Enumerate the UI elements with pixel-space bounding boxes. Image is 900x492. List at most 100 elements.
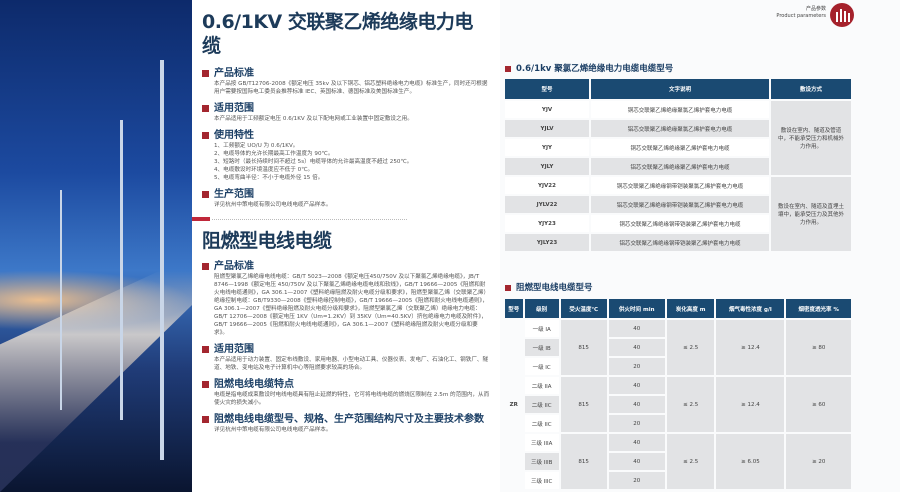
section: 生产范围 详见杭州中策电缆有限公司电线电缆产品样本。 [202, 189, 490, 209]
section: 产品标准 阻燃型聚氯乙烯绝缘电线电缆：GB/T 5023—2008《额定电压450… [202, 261, 490, 337]
grade-cell: 二级 IIC [524, 415, 559, 432]
table-row: YJLV 铝芯交联聚乙烯绝缘聚氯乙烯护套电力电缆 [505, 120, 851, 137]
section-heading: 产品标准 [202, 68, 490, 80]
description-cell: 铜芯交联聚乙烯绝缘钢带铠装聚乙烯护套电力电缆 [591, 215, 769, 232]
description-cell: 铜芯交联聚乙烯绝缘聚氯乙烯护套电力电缆 [591, 101, 769, 118]
grade-cell: 一级 IA [524, 320, 559, 337]
time-cell: 20 [608, 358, 666, 375]
table-row: ZR 一级 IA 815 40 ≤ 2.5 ≥ 12.4 ≥ 80 [505, 320, 851, 489]
table-row: YJLY 铝芯交联聚乙烯绝缘聚乙烯护套电力电缆 [505, 158, 851, 175]
description-cell: 铝芯交联聚乙烯绝缘聚乙烯护套电力电缆 [591, 158, 769, 175]
description-cell: 铝芯交联聚乙烯绝缘聚氯乙烯护套电力电缆 [591, 120, 769, 137]
model-cell: ZR [505, 320, 523, 489]
time-cell: 40 [608, 339, 666, 356]
page-title: 0.6/1KV 交联聚乙烯绝缘电力电缆 [202, 11, 473, 57]
section: 适用范围 本产品适用于工频额定电压 0.6/1KV 及以下配电网或工业装置中固定敷… [202, 103, 490, 123]
divider [192, 217, 490, 221]
grade-cell: 一级 IB [524, 339, 559, 356]
badge-en: Product parameters [776, 13, 826, 19]
grade-cell: 三级 IIIB [524, 453, 559, 470]
smoke-cell: ≥ 60 [786, 377, 851, 432]
flame-retardant-table: 型号 级别 受火温度℃ 供火时间 min 炭化高度 m 烟气毒性浓度 g/l 烟密度透光率 … [503, 297, 853, 491]
column-header: 烟气毒性浓度 g/l [716, 299, 785, 318]
time-cell: 40 [608, 320, 666, 337]
description-cell: 铝芯交联聚乙烯绝缘钢带铠装聚乙烯护套电力电缆 [591, 234, 769, 251]
section-title: 阻燃型电线电缆 [202, 230, 332, 252]
table-row: YJY23 铜芯交联聚乙烯绝缘钢带铠装聚乙烯护套电力电缆 [505, 215, 851, 232]
column-header: 炭化高度 m [667, 299, 715, 318]
section: 阻燃电线电缆型号、规格、生产范围结构尺寸及主要技术参数 详见杭州中策电缆有限公司电… [202, 414, 490, 434]
section: 使用特性 1、工频额定 UO/U 为 0.6/1KV。 2、电缆导体的允许长期最高… [202, 130, 490, 182]
model-cell: YJLY [505, 158, 589, 175]
left-page: 0.6/1KV 交联聚乙烯绝缘电力电缆 产品标准 本产品按 GB/T12706-2… [192, 0, 500, 492]
column-header: 型号 [505, 299, 523, 318]
section-body: 详见杭州中策电缆有限公司电线电缆产品样本。 [214, 202, 332, 208]
description-cell: 铜芯交联聚乙烯绝缘聚乙烯护套电力电缆 [591, 139, 769, 156]
time-cell: 40 [608, 453, 666, 470]
logo-icon [830, 3, 854, 27]
grade-cell: 二级 IIA [524, 377, 559, 394]
model-cell: JYLV22 [505, 196, 589, 213]
column-header: 供火时间 min [608, 299, 666, 318]
section-heading: 适用范围 [202, 103, 490, 115]
description-cell: 铝芯交联聚乙烯绝缘钢带铠装聚氯乙烯护套电力电缆 [591, 196, 769, 213]
column-header: 级别 [524, 299, 559, 318]
section-body: 电缆是指电缆成束敷设时电线电缆具有阻止延燃的特性，它可将电线电缆的燃烧区限制在 … [214, 392, 490, 406]
cable-model-table: 型号 文字说明 敷设方式 YJV 铜芯交联聚乙烯绝缘聚氯乙烯护套电力电缆 敷设在室内、隧道… [503, 77, 853, 253]
model-cell: YJY23 [505, 215, 589, 232]
table1-title-text: 0.6/1kv 聚氯乙烯绝缘电力电缆电缆型号 [516, 64, 674, 74]
char-cell: ≤ 2.5 [667, 377, 715, 432]
section-body: 本产品适用于工频额定电压 0.6/1KV 及以下配电网或工业装置中固定敷设之用。 [214, 116, 413, 122]
table-row: 三级 IIIB 40 [505, 453, 851, 470]
smoke-cell: ≥ 20 [786, 434, 851, 489]
model-cell: YJLV [505, 120, 589, 137]
table-row: YJV 铜芯交联聚乙烯绝缘聚氯乙烯护套电力电缆 敷设在室内、隧道及管道中，不能承受压… [505, 101, 851, 175]
section-body: 阻燃型聚氯乙烯绝缘电线电缆：GB/T 5023—2008《额定电压450/750… [214, 274, 490, 336]
column-header: 型号 [505, 79, 589, 99]
table-row: 一级 IC 20 [505, 358, 851, 375]
table-row: 三级 IIIA 815 40 ≤ 2.5 ≥ 6.05 ≥ 20 [505, 434, 851, 489]
time-cell: 20 [608, 415, 666, 432]
tox-cell: ≥ 6.05 [716, 434, 785, 489]
column-header: 烟密度透光率 % [786, 299, 851, 318]
section-heading: 阻燃电线电缆特点 [202, 379, 490, 391]
model-cell: YJV22 [505, 177, 589, 194]
char-cell: ≤ 2.5 [667, 320, 715, 375]
table2-title-text: 阻燃型电线电缆型号 [516, 283, 593, 293]
model-cell: YJV [505, 101, 589, 118]
temp-cell: 815 [560, 320, 607, 375]
section: 产品标准 本产品按 GB/T12706-2008《额定电压 35kv 及以下铜芯、… [202, 68, 490, 96]
table-row: 二级 IIC 20 [505, 415, 851, 432]
column-header: 文字说明 [591, 79, 769, 99]
table-row: 二级 IIC 40 [505, 396, 851, 413]
temp-cell: 815 [560, 434, 607, 489]
table-row: YJLY23 铝芯交联聚乙烯绝缘钢带铠装聚乙烯护套电力电缆 [505, 234, 851, 251]
laying-method: 敷设在室内、隧道及管道中，不能承受压力和机械外力作用。 [771, 101, 851, 175]
section-body: 本产品按 GB/T12706-2008《额定电压 35kv 及以下铜芯、铝芯塑料… [214, 81, 488, 95]
section-body: 1、工频额定 UO/U 为 0.6/1KV。 2、电缆导体的允许长期最高工作温度… [214, 143, 413, 181]
time-cell: 20 [608, 472, 666, 489]
tox-cell: ≥ 12.4 [716, 377, 785, 432]
section-body: 详见杭州中策电缆有限公司电线电缆产品样本。 [214, 427, 332, 433]
table-row: 三级 IIIC 20 [505, 472, 851, 489]
description-cell: 铜芯交联聚乙烯绝缘钢带铠装聚氯乙烯护套电力电缆 [591, 177, 769, 194]
highway-night-photo [0, 0, 192, 492]
section-heading: 适用范围 [202, 344, 490, 356]
section-heading: 生产范围 [202, 189, 490, 201]
model-cell: YJLY23 [505, 234, 589, 251]
smoke-cell: ≥ 80 [786, 320, 851, 375]
temp-cell: 815 [560, 377, 607, 432]
section-body: 本产品适用于动力装置、固定布线敷设、家用电器、小型电动工具、仪器仪表、发电厂、石… [214, 357, 489, 371]
section-heading: 阻燃电线电缆型号、规格、生产范围结构尺寸及主要技术参数 [202, 414, 490, 426]
section: 适用范围 本产品适用于动力装置、固定布线敷设、家用电器、小型电动工具、仪器仪表、发… [202, 344, 490, 372]
section-heading: 使用特性 [202, 130, 490, 142]
time-cell: 40 [608, 434, 666, 451]
table-row: YJY 铜芯交联聚乙烯绝缘聚乙烯护套电力电缆 [505, 139, 851, 156]
grade-cell: 三级 IIIC [524, 472, 559, 489]
char-cell: ≤ 2.5 [667, 434, 715, 489]
model-cell: YJY [505, 139, 589, 156]
grade-cell: 二级 IIC [524, 396, 559, 413]
table-row: 二级 IIA 815 40 ≤ 2.5 ≥ 12.4 ≥ 60 [505, 377, 851, 432]
badge-cn: 产品参数 [805, 6, 826, 12]
column-header: 受火温度℃ [560, 299, 607, 318]
